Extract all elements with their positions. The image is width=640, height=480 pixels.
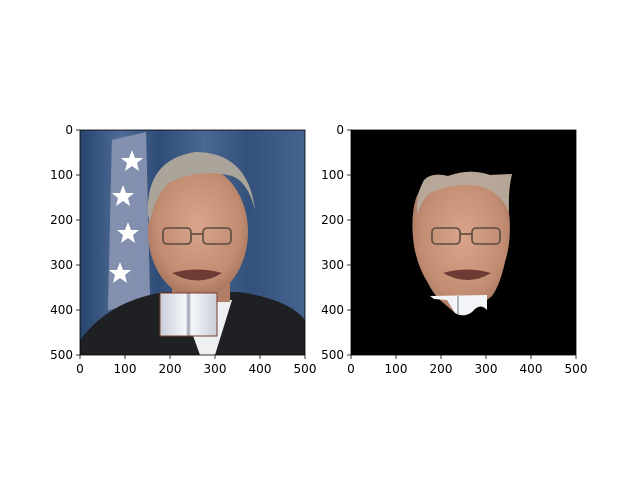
y-tick-label: 500 [321, 348, 344, 362]
x-tick-label: 0 [347, 362, 355, 376]
x-tick-label: 200 [159, 362, 182, 376]
y-tick-label: 200 [321, 213, 344, 227]
y-tick-label: 300 [50, 258, 73, 272]
face [148, 166, 248, 298]
hair [147, 152, 255, 222]
segmented-face [412, 171, 512, 316]
book-occluder [159, 292, 218, 337]
segmented-hair [416, 171, 512, 215]
x-tick-label: 400 [249, 362, 272, 376]
x-tick-label: 300 [204, 362, 227, 376]
y-tick-label: 500 [50, 348, 73, 362]
x-tick-label: 100 [114, 362, 137, 376]
y-tick-label: 400 [321, 303, 344, 317]
segmented-mouth [443, 269, 491, 280]
x-tick-label: 200 [430, 362, 453, 376]
y-tick-label: 400 [50, 303, 73, 317]
left-photo [80, 130, 305, 355]
x-tick-label: 500 [294, 362, 317, 376]
x-tick-label: 500 [565, 362, 588, 376]
segmented-glasses [431, 227, 501, 245]
flag-stars [109, 150, 143, 283]
x-tick-label: 300 [475, 362, 498, 376]
y-tick-label: 200 [50, 213, 73, 227]
right-mask-image [351, 130, 576, 355]
glasses [162, 227, 232, 245]
y-tick-label: 100 [321, 168, 344, 182]
left-axes-frame [79, 129, 306, 356]
x-tick-label: 100 [385, 362, 408, 376]
right-axes-frame [350, 129, 577, 356]
y-tick-label: 0 [65, 123, 73, 137]
y-tick-label: 100 [50, 168, 73, 182]
y-tick-label: 0 [336, 123, 344, 137]
x-tick-label: 0 [76, 362, 84, 376]
x-tick-label: 400 [520, 362, 543, 376]
mouth [172, 269, 222, 281]
y-tick-label: 300 [321, 258, 344, 272]
